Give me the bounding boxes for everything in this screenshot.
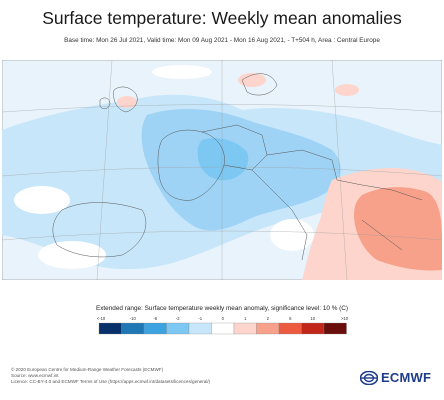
legend-color-box bbox=[98, 322, 122, 335]
legend-tick-label: -10 bbox=[130, 316, 137, 321]
legend-color-box bbox=[121, 322, 145, 335]
legend-tick-label: 10 bbox=[310, 316, 315, 321]
source-text: Source: www.ecmwf.int bbox=[11, 373, 59, 379]
legend-tick-label: -6 bbox=[153, 316, 157, 321]
cold-anomaly-core bbox=[197, 138, 249, 181]
graticule bbox=[2, 60, 442, 280]
licence-text: Licence: CC-BY-4.0 and ECMWF Terms of Us… bbox=[11, 379, 211, 385]
legend-color-box bbox=[256, 322, 280, 335]
legend-color-box bbox=[188, 322, 212, 335]
color-legend: <-10 -10 -6 -2 -1 0 1 2 6 10 >10 bbox=[97, 316, 349, 335]
legend-tick-label: -2 bbox=[176, 316, 180, 321]
anomaly-map bbox=[2, 60, 442, 280]
neutral-patch-atlantic bbox=[14, 186, 70, 214]
legend-tick-label: -1 bbox=[198, 316, 202, 321]
neutral-patch-iberia bbox=[38, 241, 106, 269]
legend-tick-label: 1 bbox=[244, 316, 247, 321]
footer: © 2020 European Centre for Medium-Range … bbox=[11, 367, 210, 386]
ecmwf-logo-icon bbox=[360, 370, 378, 385]
legend-color-box bbox=[233, 322, 257, 335]
neutral-patch-italy bbox=[270, 219, 314, 251]
neutral-patch-north bbox=[152, 65, 212, 79]
warm-patch-baltic bbox=[335, 84, 359, 96]
legend-title: Extended range: Surface temperature week… bbox=[95, 305, 349, 312]
warm-patch-uk bbox=[117, 96, 137, 108]
legend-tick-label: 0 bbox=[222, 316, 225, 321]
legend-tick-label: 6 bbox=[289, 316, 292, 321]
legend-color-box bbox=[323, 322, 347, 335]
legend-tick-label: 2 bbox=[267, 316, 270, 321]
legend-color-box bbox=[211, 322, 235, 335]
copyright-text: © 2020 European Centre for Medium-Range … bbox=[11, 367, 164, 372]
legend-color-box bbox=[278, 322, 302, 335]
map-title: Surface temperature: Weekly mean anomali… bbox=[42, 8, 402, 28]
legend-color-box bbox=[301, 322, 325, 335]
ecmwf-logo: ECMWF bbox=[360, 370, 431, 385]
warm-patch-scandinavia bbox=[238, 73, 266, 87]
warm-anomaly-strong bbox=[354, 187, 442, 271]
ecmwf-logo-text: ECMWF bbox=[381, 370, 432, 385]
legend-color-box bbox=[166, 322, 190, 335]
legend-color-box bbox=[143, 322, 167, 335]
map-subtitle: Base time: Mon 26 Jul 2021, Valid time: … bbox=[64, 37, 380, 44]
legend-tick-label: <-10 bbox=[97, 316, 106, 321]
country-borders bbox=[52, 73, 423, 261]
legend-tick-label: >10 bbox=[341, 316, 349, 321]
